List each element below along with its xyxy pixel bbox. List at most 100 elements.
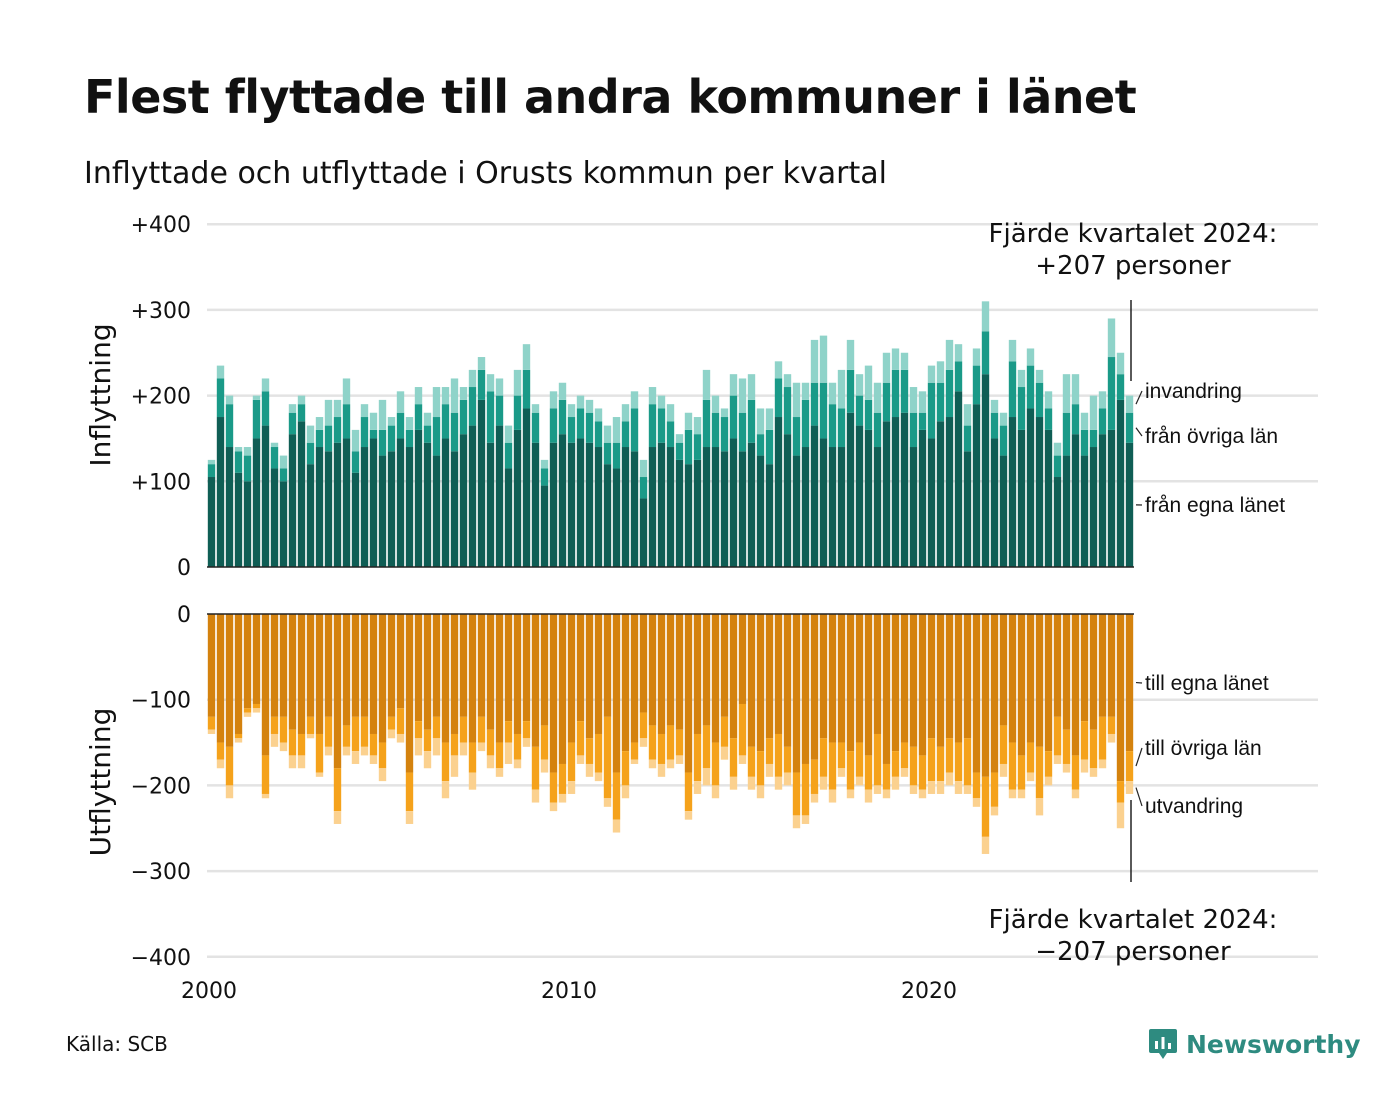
- out-bar-egna: [720, 614, 729, 717]
- in-bar-other: [774, 361, 783, 379]
- out-bar-egna: [558, 614, 567, 764]
- in-bar-ovriga: [1116, 374, 1125, 400]
- out-bar-egna: [882, 614, 891, 764]
- out-bar-ovriga: [657, 733, 666, 764]
- out-bar-egna: [567, 614, 576, 743]
- in-bar-egna: [477, 399, 486, 567]
- in-bar-ovriga: [828, 404, 837, 448]
- out-bar-ovriga: [270, 716, 279, 734]
- out-bar-egna: [576, 614, 585, 722]
- out-bar-other: [639, 738, 648, 747]
- in-bar-ovriga: [603, 442, 612, 465]
- out-bar-ovriga: [864, 755, 873, 790]
- in-bar-other: [252, 395, 261, 400]
- in-bar-egna: [540, 485, 549, 567]
- out-bar-ovriga: [378, 742, 387, 769]
- source-note: Källa: SCB: [66, 1032, 168, 1056]
- out-bar-egna: [306, 614, 315, 717]
- out-bar-ovriga: [342, 725, 351, 747]
- out-bar-ovriga: [450, 733, 459, 756]
- in-bar-egna: [729, 438, 738, 567]
- out-bar-ovriga: [1098, 716, 1107, 760]
- out-bar-egna: [621, 614, 630, 752]
- in-bar-egna: [315, 447, 324, 567]
- out-bar-ovriga: [252, 703, 261, 709]
- out-bar-egna: [243, 614, 252, 709]
- in-bar-egna: [612, 468, 621, 567]
- in-bar-other: [891, 348, 900, 370]
- out-bar-egna: [846, 614, 855, 752]
- chart-title: Flest flyttade till andra kommuner i län…: [84, 70, 1137, 124]
- in-bar-ovriga: [333, 417, 342, 443]
- in-bar-egna: [1125, 442, 1134, 567]
- in-bar-other: [1026, 348, 1035, 366]
- out-bar-other: [279, 742, 288, 752]
- out-bar-other: [1062, 763, 1071, 773]
- out-bar-ovriga: [513, 733, 522, 760]
- out-bar-egna: [639, 614, 648, 713]
- in-bar-egna: [900, 412, 909, 567]
- in-bar-other: [909, 387, 918, 413]
- in-bar-ovriga: [927, 382, 936, 439]
- out-bar-ovriga: [756, 751, 765, 786]
- out-bar-other: [1125, 781, 1134, 794]
- in-bar-other: [522, 344, 531, 370]
- out-bar-ovriga: [909, 746, 918, 786]
- in-bar-ovriga: [567, 417, 576, 443]
- out-bar-other: [1017, 789, 1026, 799]
- out-bar-ovriga: [603, 716, 612, 799]
- in-bar-egna: [396, 438, 405, 567]
- out-bar-egna: [1053, 614, 1062, 717]
- in-bar-ovriga: [909, 412, 918, 448]
- in-bar-other: [711, 395, 720, 413]
- in-bar-other: [288, 404, 297, 413]
- out-bar-other: [657, 763, 666, 777]
- out-bar-egna: [729, 614, 738, 739]
- out-bar-ovriga: [774, 733, 783, 777]
- out-bar-ovriga: [882, 763, 891, 790]
- in-bar-ovriga: [756, 434, 765, 456]
- in-bar-egna: [702, 447, 711, 567]
- in-bar-egna: [387, 451, 396, 567]
- in-bar-egna: [252, 438, 261, 567]
- out-bar-ovriga: [1026, 742, 1035, 773]
- in-bar-ovriga: [819, 382, 828, 439]
- out-bar-ovriga: [477, 716, 486, 743]
- in-bar-other: [567, 404, 576, 418]
- out-bar-ovriga: [630, 742, 639, 760]
- out-bar-egna: [801, 614, 810, 764]
- out-bar-ovriga: [612, 772, 621, 820]
- out-bar-other: [765, 763, 774, 777]
- in-bar-egna: [648, 447, 657, 567]
- in-bar-egna: [495, 425, 504, 567]
- in-bar-ovriga: [1107, 357, 1116, 430]
- in-bar-ovriga: [999, 425, 1008, 456]
- out-bar-egna: [477, 614, 486, 717]
- in-bar-other: [747, 374, 756, 400]
- out-bar-egna: [666, 614, 675, 726]
- in-bar-ovriga: [729, 395, 738, 439]
- out-bar-other: [387, 729, 396, 739]
- out-bar-other: [378, 768, 387, 782]
- in-bar-egna: [333, 442, 342, 567]
- out-bar-other: [567, 781, 576, 794]
- out-bar-other: [846, 789, 855, 799]
- out-bar-ovriga: [963, 738, 972, 786]
- in-bar-other: [1062, 374, 1071, 413]
- in-bar-other: [954, 344, 963, 362]
- out-bar-other: [477, 742, 486, 752]
- in-bar-egna: [684, 464, 693, 567]
- out-bar-ovriga: [333, 768, 342, 812]
- out-bar-egna: [1035, 614, 1044, 747]
- out-bar-ovriga: [1107, 716, 1116, 734]
- out-bar-egna: [369, 614, 378, 734]
- out-bar-ovriga: [549, 772, 558, 803]
- in-bar-other: [882, 352, 891, 383]
- in-bar-other: [648, 387, 657, 405]
- out-bar-ovriga: [225, 746, 234, 786]
- in-bar-egna: [873, 447, 882, 567]
- in-bar-other: [873, 382, 882, 413]
- in-bar-ovriga: [855, 395, 864, 426]
- in-bar-other: [963, 404, 972, 426]
- in-bar-other: [990, 399, 999, 413]
